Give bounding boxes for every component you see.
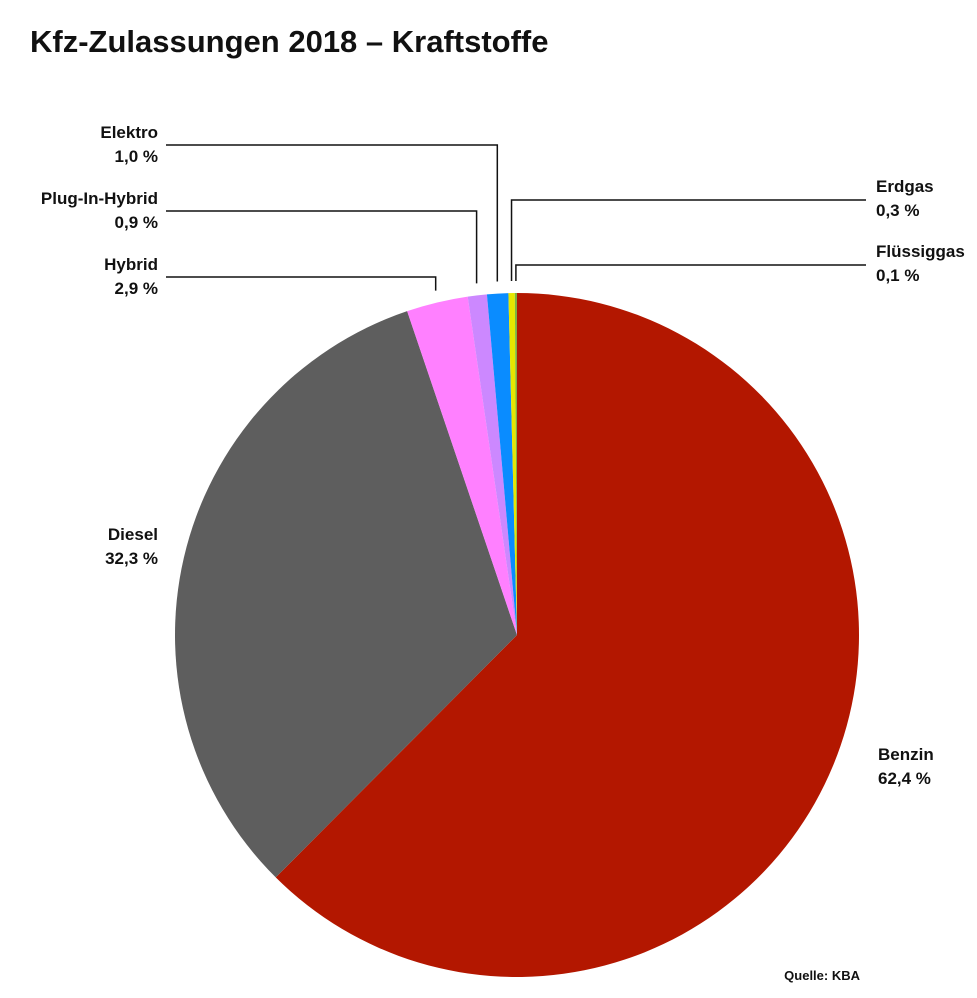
slice-value: 62,4 % [878, 769, 931, 788]
slice-label: Diesel [108, 525, 158, 544]
slice-label: Elektro [100, 123, 158, 142]
slice-label: Benzin [878, 745, 934, 764]
pie-slice [486, 293, 517, 635]
slice-label: Flüssiggas [876, 242, 965, 261]
leader-line [166, 210, 478, 284]
slice-label: Erdgas [876, 177, 934, 196]
slice-value: 1,0 % [115, 147, 158, 166]
source: Quelle: KBA [784, 968, 860, 983]
slice-label: Hybrid [104, 255, 158, 274]
slice-value: 0,9 % [115, 213, 158, 232]
slice-label: Plug-In-Hybrid [41, 189, 158, 208]
slice-value: 32,3 % [105, 549, 158, 568]
pie-slice [275, 293, 860, 977]
pie-slice [514, 293, 517, 635]
pie-slice [508, 293, 517, 635]
leader-line [166, 276, 437, 291]
pie-slice [467, 294, 517, 635]
slice-value: 0,1 % [876, 266, 919, 285]
slice-value: 2,9 % [115, 279, 158, 298]
slice-value: 0,3 % [876, 201, 919, 220]
pie-slice [175, 311, 517, 878]
leader-line [166, 144, 499, 282]
leader-line [510, 199, 866, 282]
leader-line [515, 264, 866, 282]
chart-title: Kfz-Zulassungen 2018 – Kraftstoffe [30, 24, 549, 59]
pie-slice [407, 296, 517, 635]
